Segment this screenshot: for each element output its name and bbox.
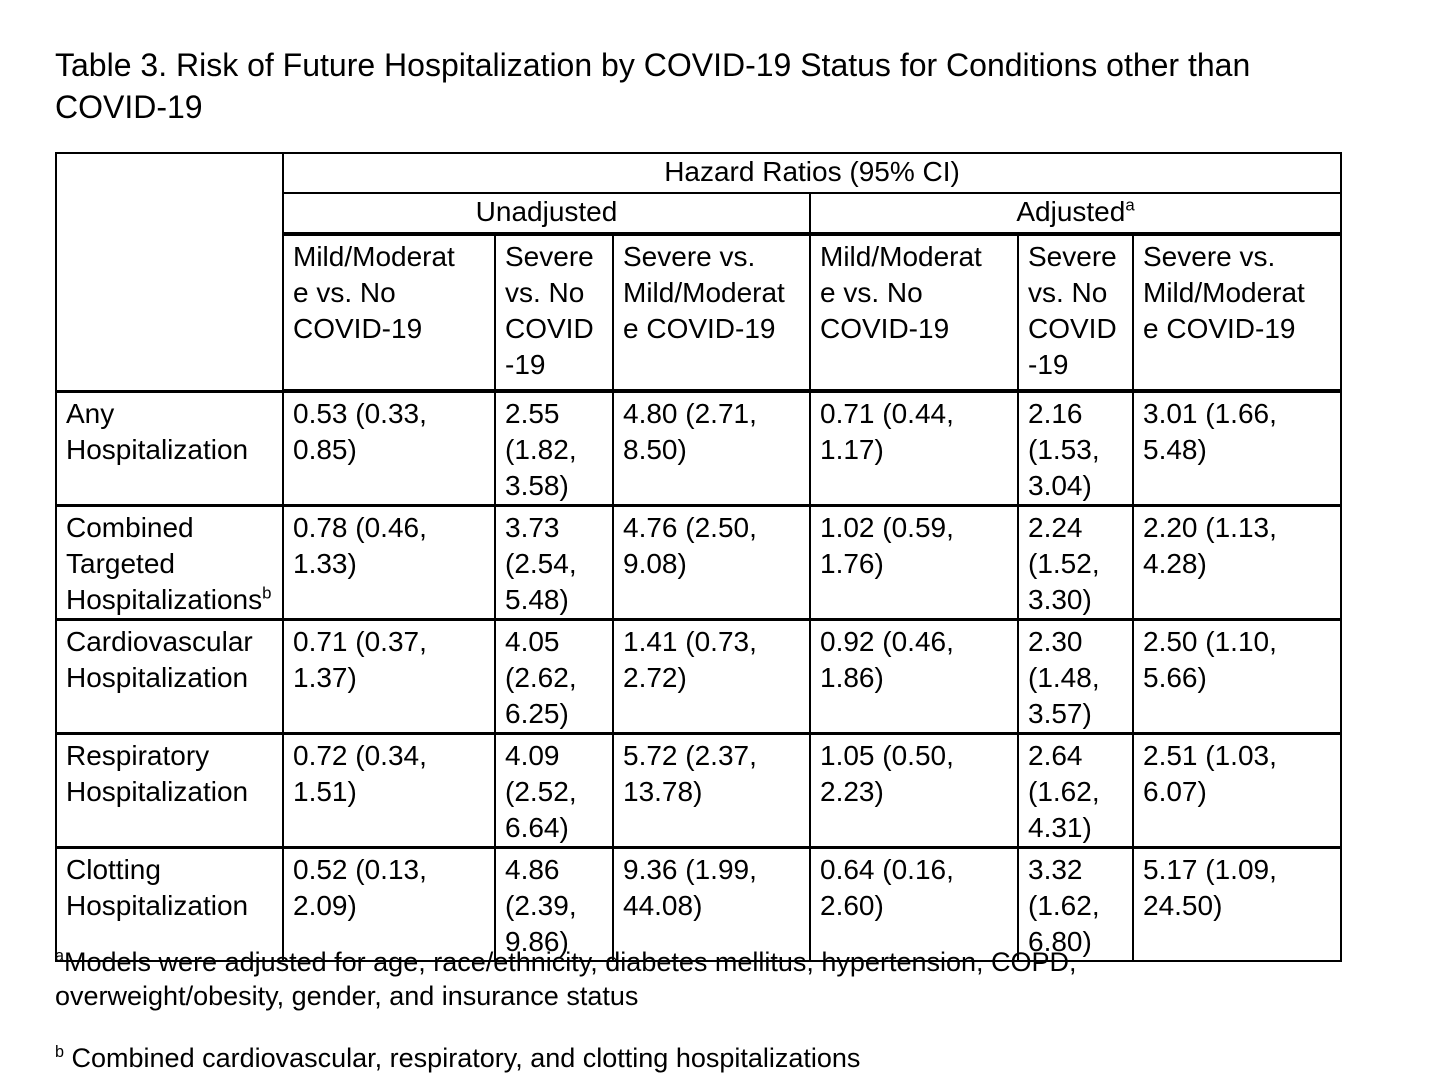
cell-value: 2.55 (1.82, 3.58) bbox=[494, 389, 614, 507]
header-unadjusted: Unadjusted bbox=[282, 192, 811, 236]
corner-cell bbox=[55, 152, 284, 392]
cell-value: 4.86 (2.39, 9.86) bbox=[494, 846, 614, 962]
cell-value: 4.76 (2.50, 9.08) bbox=[612, 504, 811, 621]
cell-value: 3.01 (1.66, 5.48) bbox=[1131, 389, 1343, 507]
header-row-comparisons: Mild/Moderat e vs. No COVID-19 Severe vs… bbox=[56, 233, 1343, 393]
cell-value: 1.41 (0.73, 2.72) bbox=[612, 618, 811, 735]
cell-value: 2.16 (1.53, 3.04) bbox=[1017, 389, 1134, 507]
cell-value: 1.02 (0.59, 1.76) bbox=[809, 504, 1019, 621]
column-header-adjusted-mild-vs-no: Mild/Moderat e vs. No COVID-19 bbox=[809, 233, 1019, 393]
hazard-ratios-table: Hazard Ratios (95% CI) Unadjusted Adjust… bbox=[55, 152, 1343, 962]
header-row-adjustment-groups: Unadjusted Adjusteda bbox=[56, 192, 1343, 236]
header-hazard-ratios: Hazard Ratios (95% CI) bbox=[281, 152, 1343, 194]
table-row-respiratory-hospitalization: Respiratory Hospitalization 0.72 (0.34, … bbox=[55, 732, 1343, 849]
column-header-unadjusted-severe-vs-no: Severe vs. No COVID -19 bbox=[494, 233, 614, 393]
cell-value: 0.71 (0.44, 1.17) bbox=[809, 389, 1019, 507]
cell-value: 1.05 (0.50, 2.23) bbox=[809, 732, 1019, 849]
table-row-clotting-hospitalization: Clotting Hospitalization 0.52 (0.13, 2.0… bbox=[55, 846, 1343, 962]
cell-value: 0.92 (0.46, 1.86) bbox=[809, 618, 1019, 735]
page-title: Table 3. Risk of Future Hospitalization … bbox=[55, 47, 1251, 125]
footnote-b-superscript: b bbox=[55, 1043, 65, 1061]
cell-value: 5.72 (2.37, 13.78) bbox=[612, 732, 811, 849]
header-adjusted-superscript: a bbox=[1125, 195, 1135, 215]
footnote-b: b Combined cardiovascular, respiratory, … bbox=[55, 1041, 1395, 1075]
cell-value: 9.36 (1.99, 44.08) bbox=[612, 846, 811, 962]
cell-value: 0.71 (0.37, 1.37) bbox=[282, 618, 496, 735]
table-row-any-hospitalization: Any Hospitalization 0.53 (0.33, 0.85) 2.… bbox=[55, 389, 1343, 507]
cell-value: 5.17 (1.09, 24.50) bbox=[1131, 846, 1343, 962]
cell-value: 2.51 (1.03, 6.07) bbox=[1131, 732, 1343, 849]
row-label: Cardiovascular Hospitalization bbox=[55, 618, 284, 735]
header-row-hazard-ratios: Hazard Ratios (95% CI) bbox=[55, 152, 1343, 392]
footnote-a-text: Models were adjusted for age, race/ethni… bbox=[55, 947, 1077, 1011]
cell-value: 4.05 (2.62, 6.25) bbox=[494, 618, 614, 735]
column-header-unadjusted-severe-vs-mild: Severe vs. Mild/Moderat e COVID-19 bbox=[612, 233, 811, 393]
cell-value: 4.09 (2.52, 6.64) bbox=[494, 732, 614, 849]
footnote-a-superscript: a bbox=[55, 947, 65, 965]
cell-value: 0.78 (0.46, 1.33) bbox=[282, 504, 496, 621]
cell-value: 2.24 (1.52, 3.30) bbox=[1017, 504, 1134, 621]
cell-value: 3.73 (2.54, 5.48) bbox=[494, 504, 614, 621]
table-row-combined-targeted-hospitalizations: Combined Targeted Hospitalizationsb 0.78… bbox=[55, 504, 1343, 621]
cell-value: 4.80 (2.71, 8.50) bbox=[612, 389, 811, 507]
row-label-superscript: b bbox=[262, 583, 272, 603]
cell-value: 2.30 (1.48, 3.57) bbox=[1017, 618, 1134, 735]
footnote-b-text: Combined cardiovascular, respiratory, an… bbox=[64, 1043, 861, 1073]
cell-value: 0.52 (0.13, 2.09) bbox=[282, 846, 496, 962]
cell-value: 0.72 (0.34, 1.51) bbox=[282, 732, 496, 849]
header-adjusted: Adjusteda bbox=[808, 192, 1343, 236]
cell-value: 2.64 (1.62, 4.31) bbox=[1017, 732, 1134, 849]
cell-value: 3.32 (1.62, 6.80) bbox=[1017, 846, 1134, 962]
cell-value: 2.20 (1.13, 4.28) bbox=[1131, 504, 1343, 621]
column-header-adjusted-severe-vs-mild: Severe vs. Mild/Moderat e COVID-19 bbox=[1131, 233, 1343, 393]
cell-value: 0.64 (0.16, 2.60) bbox=[809, 846, 1019, 962]
row-label: Combined Targeted Hospitalizationsb bbox=[55, 504, 284, 621]
footnote-a: aModels were adjusted for age, race/ethn… bbox=[55, 945, 1395, 1013]
header-adjusted-label: Adjusted bbox=[1016, 196, 1126, 227]
cell-value: 0.53 (0.33, 0.85) bbox=[282, 389, 496, 507]
column-header-unadjusted-mild-vs-no: Mild/Moderat e vs. No COVID-19 bbox=[282, 233, 496, 393]
cell-value: 2.50 (1.10, 5.66) bbox=[1131, 618, 1343, 735]
row-label: Clotting Hospitalization bbox=[55, 846, 284, 962]
column-header-adjusted-severe-vs-no: Severe vs. No COVID -19 bbox=[1017, 233, 1134, 393]
row-label: Any Hospitalization bbox=[55, 389, 284, 507]
table-row-cardiovascular-hospitalization: Cardiovascular Hospitalization 0.71 (0.3… bbox=[55, 618, 1343, 735]
row-label: Respiratory Hospitalization bbox=[55, 732, 284, 849]
